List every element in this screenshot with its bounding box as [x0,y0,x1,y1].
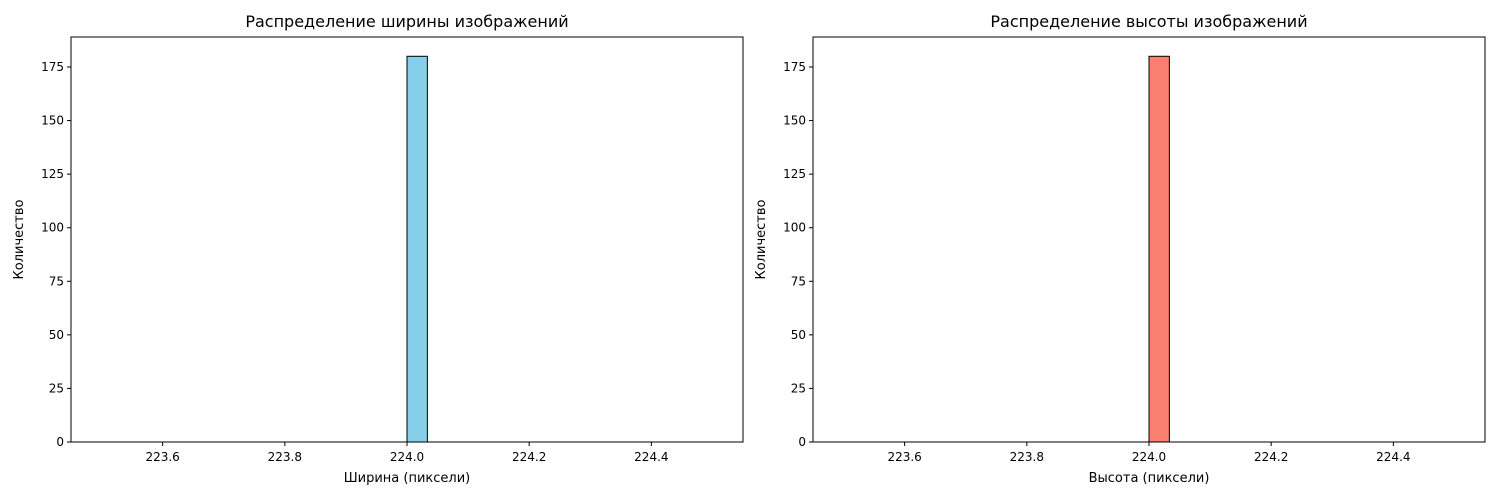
chart2-xtick-label: 223.6 [887,450,921,464]
chart2-plot: 223.6 223.8 224.0 224.2 224.4 0 25 50 75 100 125 15… [754,12,1486,486]
chart1-xtick-label: 224.0 [390,450,424,464]
chart1-xtick-label: 224.2 [512,450,546,464]
chart1-title: Распределение ширины изображений [245,12,568,31]
chart2-ytick-label: 25 [791,381,806,395]
chart2-ytick-label: 150 [783,114,806,128]
chart1-ytick-label: 75 [49,274,64,288]
chart1-xtick-label: 224.4 [634,450,668,464]
chart1-xtick-label: 223.8 [268,450,302,464]
chart1-xlabel: Ширина (пиксели) [344,471,471,486]
chart1-ytick-label: 125 [41,167,64,181]
chart1-bar-15 [406,55,428,443]
chart1-xtick-label: 223.6 [145,450,179,464]
chart1-ytick-label: 150 [41,114,64,128]
chart1-ytick-label: 0 [56,435,64,449]
chart2-xtick-label: 224.4 [1376,450,1410,464]
chart2-ytick-label: 100 [783,221,806,235]
chart1-ytick-label: 175 [41,60,64,74]
chart1-ytick-label: 50 [49,328,64,342]
chart2-ylabel: Количество [754,199,769,279]
chart1-ylabel: Количество [12,199,27,279]
chart1-plot: 223.6 223.8 224.0 224.2 224.4 0 25 50 75 100 125 15… [12,12,744,486]
chart2-title: Распределение высоты изображений [990,12,1307,31]
chart2-xtick-label: 223.8 [1010,450,1044,464]
chart2-xtick-label: 224.0 [1132,450,1166,464]
chart2-ytick-label: 125 [783,167,806,181]
chart1-ytick-label: 25 [49,381,64,395]
chart2-xtick-label: 224.2 [1254,450,1288,464]
chart2-ytick-label: 175 [783,60,806,74]
chart2-ytick-label: 0 [798,435,806,449]
chart2-bar-15 [1148,55,1170,443]
chart2-xlabel: Высота (пиксели) [1089,471,1210,486]
chart1-ytick-label: 100 [41,221,64,235]
chart2-ytick-label: 50 [791,328,806,342]
chart2-ytick-label: 75 [791,274,806,288]
